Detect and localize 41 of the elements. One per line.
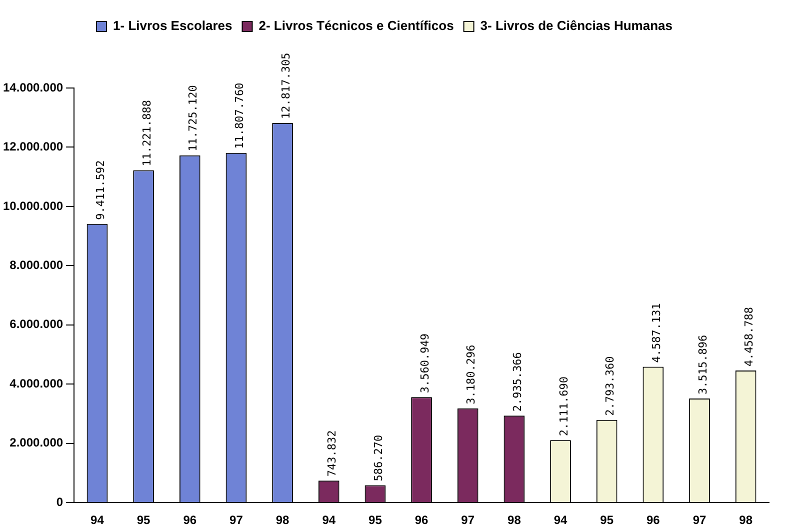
legend-label: 3- Livros de Ciências Humanas [480,18,672,34]
y-tick-label: 2.000.000 [10,436,64,450]
data-label: 4.587.131 [650,303,664,363]
x-tick-label: 96 [646,513,660,528]
x-tick-label: 95 [368,513,382,528]
data-label: 3.560.949 [418,334,432,394]
y-tick-label: 8.000.000 [10,258,64,272]
x-tick-label: 94 [90,513,104,528]
data-label: 2.935.366 [511,352,524,412]
x-tick-label: 97 [692,513,706,528]
x-tick-label: 94 [554,513,568,528]
x-tick-label: 94 [322,513,336,528]
legend-label: 2- Livros Técnicos e Científicos [258,18,454,34]
x-tick-label: 98 [508,513,522,528]
data-label: 9.411.592 [94,160,108,220]
x-tick-label: 98 [739,513,753,528]
x-tick-label: 98 [276,513,290,528]
y-tick-label: 4.000.000 [10,376,64,390]
x-tick-label: 95 [600,513,614,528]
y-tick-label: 0 [56,494,64,509]
x-tick-label: 97 [230,513,244,528]
data-label: 3.515.896 [696,334,710,394]
data-label: 11.807.760 [233,82,246,149]
data-label: 4.458.788 [742,306,756,367]
data-label: 586.270 [372,434,386,482]
data-label: 11.725.120 [186,85,200,152]
data-label: 2.793.360 [604,356,617,416]
data-label: 3.180.296 [464,344,478,404]
x-tick-label: 96 [414,513,429,528]
y-tick-label: 12.000.000 [2,140,64,154]
data-label: 12.817.305 [279,52,292,120]
x-tick-label: 96 [183,513,197,528]
y-tick-label: 10.000.000 [2,198,64,213]
data-label: 11.221.888 [140,100,154,166]
x-tick-label: 97 [461,513,475,528]
y-tick-label: 6.000.000 [10,317,64,332]
legend-label: 1- Livros Escolares [113,18,232,34]
x-tick-label: 95 [136,513,151,528]
y-tick-label: 14.000.000 [2,80,64,94]
data-label: 743.832 [326,430,339,477]
data-label: 2.111.690 [557,376,570,436]
